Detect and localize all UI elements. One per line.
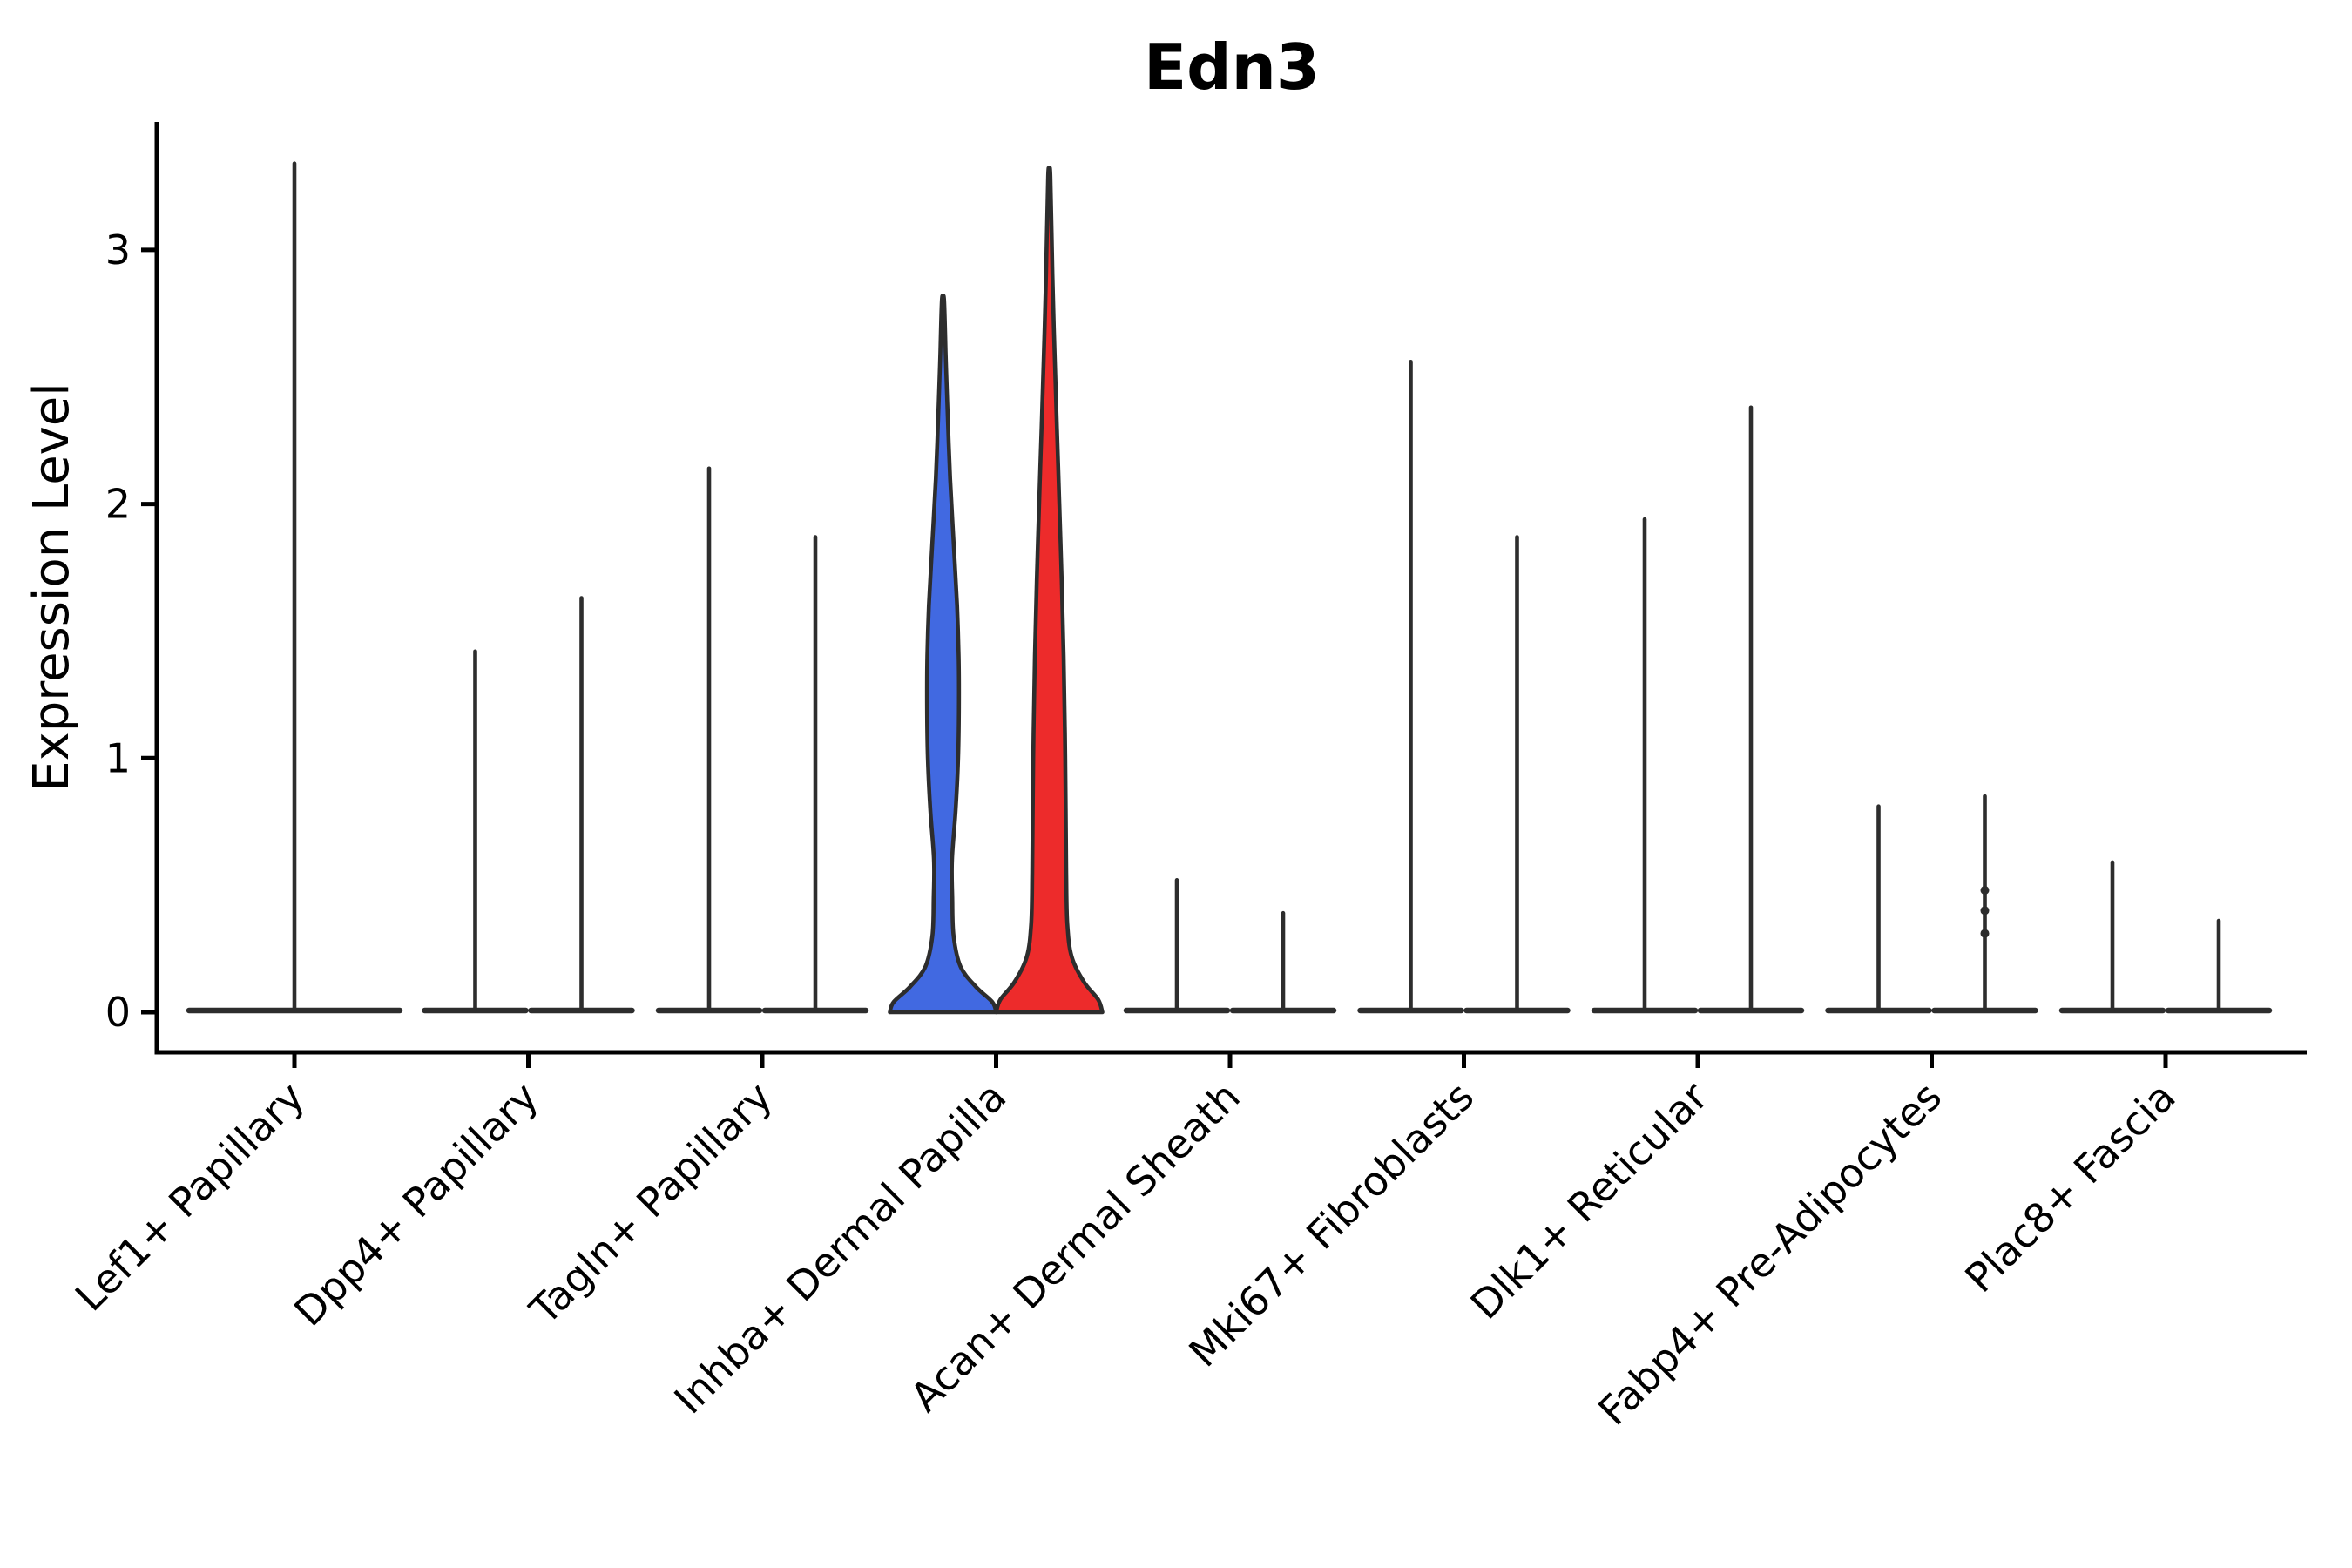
violin-data-point [1980, 885, 1990, 895]
x-category-label: Dlk1+ Reticular [1462, 1073, 1717, 1328]
y-tick-label: 1 [105, 734, 131, 781]
violins-layer [186, 161, 2273, 1015]
x-category-label: Lef1+ Papillary [66, 1073, 314, 1321]
violin-filled-blue [888, 294, 998, 1015]
violin-data-point [1980, 906, 1990, 916]
chart-title: Edn3 [1144, 30, 1320, 104]
x-category-label: Plac8+ Fascia [1956, 1073, 2184, 1301]
y-axis-ticks: 0 1 2 3 [105, 226, 157, 1036]
y-axis-label: Expression Level [24, 382, 80, 792]
x-category-label: Dpp4+ Papillary [285, 1073, 547, 1335]
violin-filled-red [994, 166, 1105, 1015]
y-tick-label: 2 [105, 481, 131, 528]
x-category-label: Tagln+ Papillary [520, 1073, 781, 1335]
violin-data-point [1980, 929, 1990, 938]
y-tick-label: 3 [105, 226, 131, 274]
y-tick-label: 0 [105, 989, 131, 1036]
